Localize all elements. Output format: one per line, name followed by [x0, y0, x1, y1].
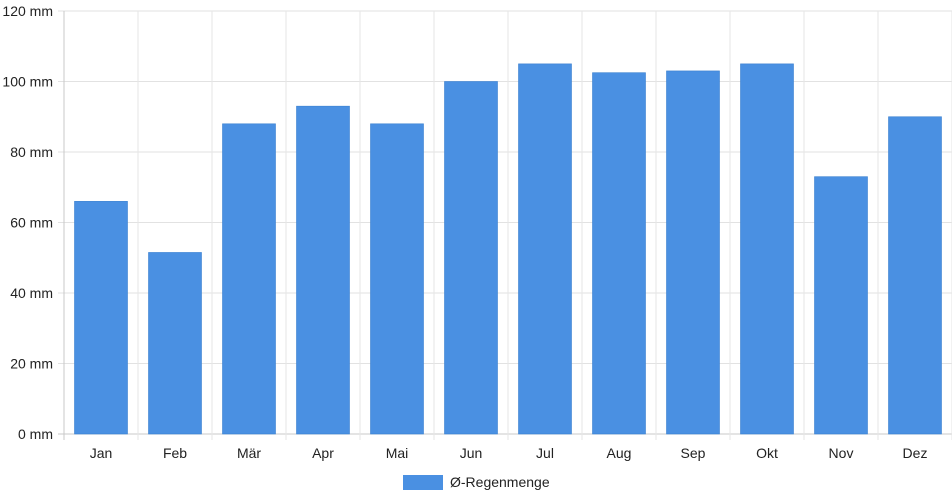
x-tick-label: Aug	[607, 445, 632, 461]
x-tick-label: Nov	[829, 445, 854, 461]
bar[interactable]	[518, 63, 572, 435]
x-tick-label: Apr	[312, 445, 334, 461]
x-tick-label: Jul	[536, 445, 554, 461]
bar[interactable]	[814, 176, 868, 435]
bar[interactable]	[222, 123, 276, 435]
x-tick-label: Mai	[386, 445, 409, 461]
legend[interactable]: Ø-Regenmenge	[403, 474, 550, 490]
x-tick-label: Jan	[90, 445, 113, 461]
y-tick-label: 60 mm	[10, 215, 53, 231]
bar[interactable]	[296, 105, 350, 435]
bar[interactable]	[74, 201, 128, 435]
x-tick-label: Dez	[903, 445, 928, 461]
bar[interactable]	[888, 116, 942, 435]
y-tick-label: 0 mm	[18, 426, 53, 442]
y-tick-label: 20 mm	[10, 356, 53, 372]
x-tick-label: Jun	[460, 445, 483, 461]
y-tick-label: 100 mm	[2, 74, 53, 90]
bar[interactable]	[148, 252, 202, 435]
y-tick-label: 80 mm	[10, 144, 53, 160]
grid-lines	[58, 10, 952, 440]
x-tick-label: Okt	[756, 445, 778, 461]
bar[interactable]	[740, 63, 794, 435]
legend-swatch[interactable]	[403, 475, 443, 490]
legend-label[interactable]: Ø-Regenmenge	[450, 474, 550, 490]
bars	[74, 63, 942, 435]
x-tick-label: Mär	[237, 445, 261, 461]
bar[interactable]	[370, 123, 424, 435]
bar[interactable]	[592, 72, 646, 435]
x-tick-label: Sep	[681, 445, 706, 461]
axes: 0 mm 20 mm 40 mm 60 mm 80 mm 100 mm 120 mm Jan F…	[2, 3, 927, 461]
y-tick-label: 120 mm	[2, 3, 53, 19]
y-tick-label: 40 mm	[10, 285, 53, 301]
bar[interactable]	[666, 70, 720, 435]
bar[interactable]	[444, 81, 498, 435]
x-tick-label: Feb	[163, 445, 187, 461]
